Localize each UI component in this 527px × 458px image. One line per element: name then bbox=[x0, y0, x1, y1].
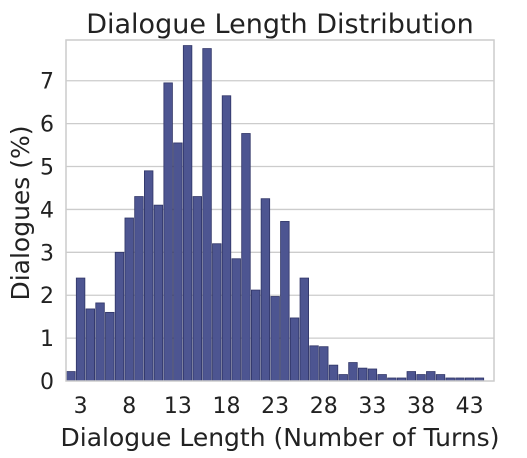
bar-length-5 bbox=[95, 302, 105, 382]
bar-length-40 bbox=[435, 374, 446, 382]
bar-length-29 bbox=[328, 364, 339, 382]
y-tick-labels: 0 1 2 3 4 5 6 7 bbox=[40, 70, 54, 395]
bar-length-37 bbox=[406, 371, 416, 382]
bar-length-7 bbox=[114, 251, 125, 382]
y-tick-label: 7 bbox=[40, 70, 54, 95]
bar-length-28 bbox=[319, 346, 329, 382]
bar-length-3 bbox=[75, 277, 86, 382]
bar-length-26 bbox=[299, 277, 309, 382]
x-tick-label: 43 bbox=[456, 394, 484, 419]
bar-length-39 bbox=[426, 371, 436, 382]
x-tick-label: 13 bbox=[164, 394, 192, 419]
bar-length-20 bbox=[241, 133, 251, 382]
bar-length-13 bbox=[173, 142, 183, 382]
chart-title: Dialogue Length Distribution bbox=[86, 9, 474, 40]
bar-length-12 bbox=[163, 82, 173, 382]
bar-length-33 bbox=[367, 368, 378, 382]
y-axis-label: Dialogues (%) bbox=[6, 125, 35, 300]
bar-length-27 bbox=[309, 345, 319, 382]
bar-length-24 bbox=[280, 221, 290, 382]
x-tick-label: 18 bbox=[213, 394, 241, 419]
bar-length-6 bbox=[105, 311, 115, 382]
bar-length-23 bbox=[270, 296, 280, 382]
bar-length-15 bbox=[192, 196, 202, 382]
bar-length-2 bbox=[66, 371, 76, 382]
bar-length-10 bbox=[144, 170, 154, 382]
bar-length-18 bbox=[221, 95, 232, 382]
bar-length-30 bbox=[338, 374, 348, 382]
x-tick-label: 38 bbox=[407, 394, 435, 419]
bar-length-9 bbox=[134, 196, 144, 382]
x-tick-label: 8 bbox=[122, 394, 136, 419]
plot-frame bbox=[65, 39, 495, 382]
x-tick-label: 3 bbox=[74, 394, 88, 419]
bar-length-31 bbox=[348, 362, 358, 382]
bar-length-4 bbox=[85, 308, 95, 382]
bar-length-11 bbox=[153, 204, 164, 382]
bar-length-8 bbox=[124, 217, 134, 382]
y-tick-label: 1 bbox=[40, 327, 54, 352]
bar-length-16 bbox=[202, 48, 212, 382]
y-tick-label: 6 bbox=[40, 113, 54, 138]
bars bbox=[66, 45, 485, 382]
bar-length-34 bbox=[377, 374, 387, 382]
y-tick-label: 5 bbox=[40, 156, 54, 181]
y-tick-label: 2 bbox=[40, 284, 54, 309]
bar-length-17 bbox=[212, 243, 222, 382]
x-tick-label: 33 bbox=[358, 394, 386, 419]
x-tick-label: 23 bbox=[261, 394, 289, 419]
y-tick-label: 4 bbox=[40, 198, 54, 223]
x-axis-label: Dialogue Length (Number of Turns) bbox=[61, 423, 500, 452]
y-tick-label: 0 bbox=[40, 370, 54, 395]
bar-length-21 bbox=[251, 289, 261, 382]
bar-length-25 bbox=[289, 317, 300, 382]
bar-length-14 bbox=[182, 45, 193, 382]
x-tick-label: 28 bbox=[310, 394, 338, 419]
bar-length-22 bbox=[260, 198, 271, 382]
y-tick-label: 3 bbox=[40, 241, 54, 266]
bar-length-38 bbox=[416, 374, 426, 382]
bar-length-32 bbox=[358, 367, 368, 382]
x-tick-labels: 3 8 13 18 23 28 33 38 43 bbox=[74, 394, 484, 419]
bar-length-19 bbox=[231, 258, 241, 382]
